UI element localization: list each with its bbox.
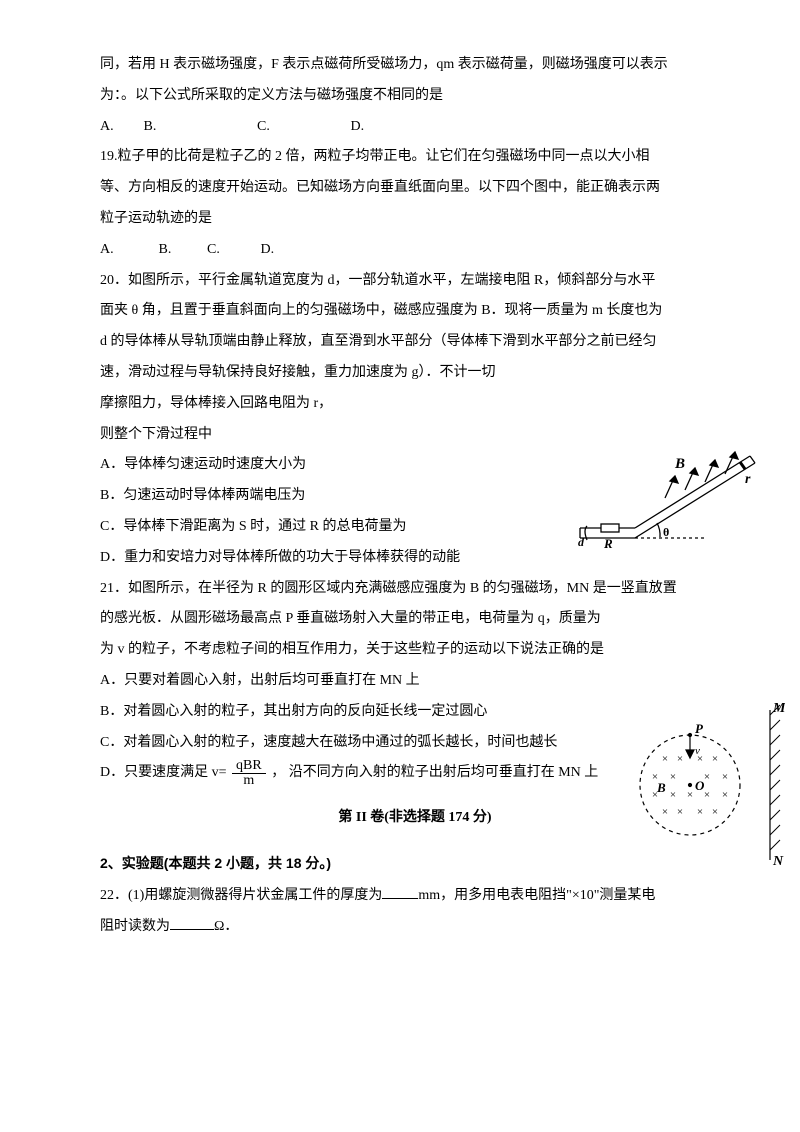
q22-blank-1: [382, 884, 418, 899]
q21-frac-num: qBR: [232, 759, 266, 774]
q20-line-3: d 的导体棒从导轨顶端由静止释放，直至滑到水平部分（导体棒下滑到水平部分之前已经…: [100, 327, 730, 358]
q21-fig-label-n: N: [772, 854, 784, 869]
q20-line-2: 面夹 θ 角，且置于垂直斜面向上的匀强磁场中，磁感应强度为 B．现将一质量为 m…: [100, 296, 730, 327]
exam-page: 同，若用 H 表示磁场强度，F 表示点磁荷所受磁场力，qm 表示磁荷量，则磁场强…: [0, 0, 800, 982]
q21-line-1: 21．如图所示，在半径为 R 的圆形区域内充满磁感应强度为 B 的匀强磁场，MN…: [100, 574, 730, 605]
svg-text:×: ×: [712, 806, 718, 818]
q20-figure: B r R d θ: [575, 428, 770, 548]
q19-opt-c: C.: [207, 235, 257, 266]
q21-fig-label-o: O: [695, 778, 705, 793]
q22-line-2: 阻时读数为 Ω．: [100, 912, 730, 943]
q21-fig-label-p: P: [695, 721, 704, 736]
svg-text:×: ×: [697, 806, 703, 818]
q18-opt-d: D.: [351, 112, 365, 143]
q21-line-3: 为 v 的粒子，不考虑粒子间的相互作用力，关于这些粒子的运动以下说法正确的是: [100, 635, 730, 666]
q21-opt-a: A．只要对着圆心入射，出射后均可垂直打在 MN 上: [100, 666, 730, 697]
q22-l2-pre: 阻时读数为: [100, 919, 170, 934]
q21-opt-d-pre: D．只要速度满足 v=: [100, 765, 227, 780]
q22-pre: 22．(1)用螺旋测微器得片状金属工件的厚度为: [100, 888, 382, 903]
q20-fig-label-b: B: [674, 456, 685, 472]
q20-line-4: 速，滑动过程与导轨保持良好接触，重力加速度为 g）．不计一切: [100, 358, 730, 389]
q19-line-3: 粒子运动轨迹的是: [100, 204, 730, 235]
q22-blank-2: [170, 915, 214, 930]
q18-opt-b: B.: [144, 112, 254, 143]
svg-text:×: ×: [670, 789, 676, 801]
svg-text:×: ×: [662, 806, 668, 818]
q20-line-1: 20．如图所示，平行金属轨道宽度为 d，一部分轨道水平，左端接电阻 R，倾斜部分…: [100, 266, 730, 297]
q21-opt-d-post: ， 沿不同方向入射的粒子出射后均可垂直打在 MN 上: [271, 765, 598, 780]
q19-number: 19.: [100, 149, 118, 164]
q19-opt-b: B.: [159, 235, 204, 266]
q20-lead: 如图所示，平行金属轨道宽度为 d，一部分轨道水平，左端接电阻 R，倾斜部分与水平: [128, 273, 655, 288]
q21-number: 21．: [100, 581, 128, 596]
svg-text:×: ×: [722, 789, 728, 801]
q20-fig-label-d: d: [578, 535, 585, 548]
q21-fig-label-b: B: [656, 780, 666, 795]
q19-lead-1: 粒子甲的比荷是粒子乙的 2 倍，两粒子均带正电。让它们在匀强磁场中同一点以大小相: [118, 149, 650, 164]
q19-line-2: 等、方向相反的速度开始运动。已知磁场方向垂直纸面向里。以下四个图中，能正确表示两: [100, 173, 730, 204]
q19-line-1: 19.粒子甲的比荷是粒子乙的 2 倍，两粒子均带正电。让它们在匀强磁场中同一点以…: [100, 142, 730, 173]
q20-fig-label-r: r: [745, 472, 751, 487]
q21-fig-label-v: v: [695, 745, 700, 757]
q18-opt-a: A.: [100, 112, 140, 143]
q21-frac-den: m: [232, 774, 266, 788]
q22-unit-2: Ω．: [214, 919, 238, 934]
svg-text:×: ×: [712, 753, 718, 765]
q20-fig-label-R: R: [603, 536, 613, 548]
q21-fig-label-m: M: [772, 701, 785, 716]
svg-text:×: ×: [662, 753, 668, 765]
q20-number: 20．: [100, 273, 128, 288]
q18-lead-2: 为：。以下公式所采取的定义方法与磁场强度不相同的是: [100, 81, 730, 112]
q22-line-1: 22．(1)用螺旋测微器得片状金属工件的厚度为 mm，用多用电表电阻挡"×10"测…: [100, 881, 730, 912]
q21-line-2: 的感光板．从圆形磁场最高点 P 垂直磁场射入大量的带正电，电荷量为 q，质量为: [100, 604, 730, 635]
q20-line-5: 摩擦阻力，导体棒接入回路电阻为 r，: [100, 389, 730, 420]
q21-lead: 如图所示，在半径为 R 的圆形区域内充满磁感应强度为 B 的匀强磁场，MN 是一…: [128, 581, 677, 596]
svg-text:×: ×: [677, 806, 683, 818]
q18-opt-c: C.: [257, 112, 347, 143]
q18-lead-1: 同，若用 H 表示磁场强度，F 表示点磁荷所受磁场力，qm 表示磁荷量，则磁场强…: [100, 50, 730, 81]
q18-options: A. B. C. D.: [100, 112, 730, 143]
q21-fraction: qBR m: [232, 759, 266, 788]
experiment-header-text: 2、实验题(本题共 2 小题，共 18 分。): [100, 855, 331, 871]
q19-options: A. B. C. D.: [100, 235, 730, 266]
q19-opt-a: A.: [100, 235, 155, 266]
q22-unit-1: mm，用多用电表电阻挡"×10"测量某电: [418, 888, 655, 903]
q21-figure: ×××× ×××× ××××× ×××× M N P v O B: [630, 700, 785, 870]
svg-text:×: ×: [704, 771, 710, 783]
svg-text:×: ×: [670, 771, 676, 783]
svg-text:×: ×: [704, 789, 710, 801]
svg-text:×: ×: [687, 789, 693, 801]
svg-text:×: ×: [677, 753, 683, 765]
svg-text:×: ×: [722, 771, 728, 783]
q19-opt-d: D.: [261, 235, 275, 266]
q20-fig-label-theta: θ: [663, 525, 669, 539]
